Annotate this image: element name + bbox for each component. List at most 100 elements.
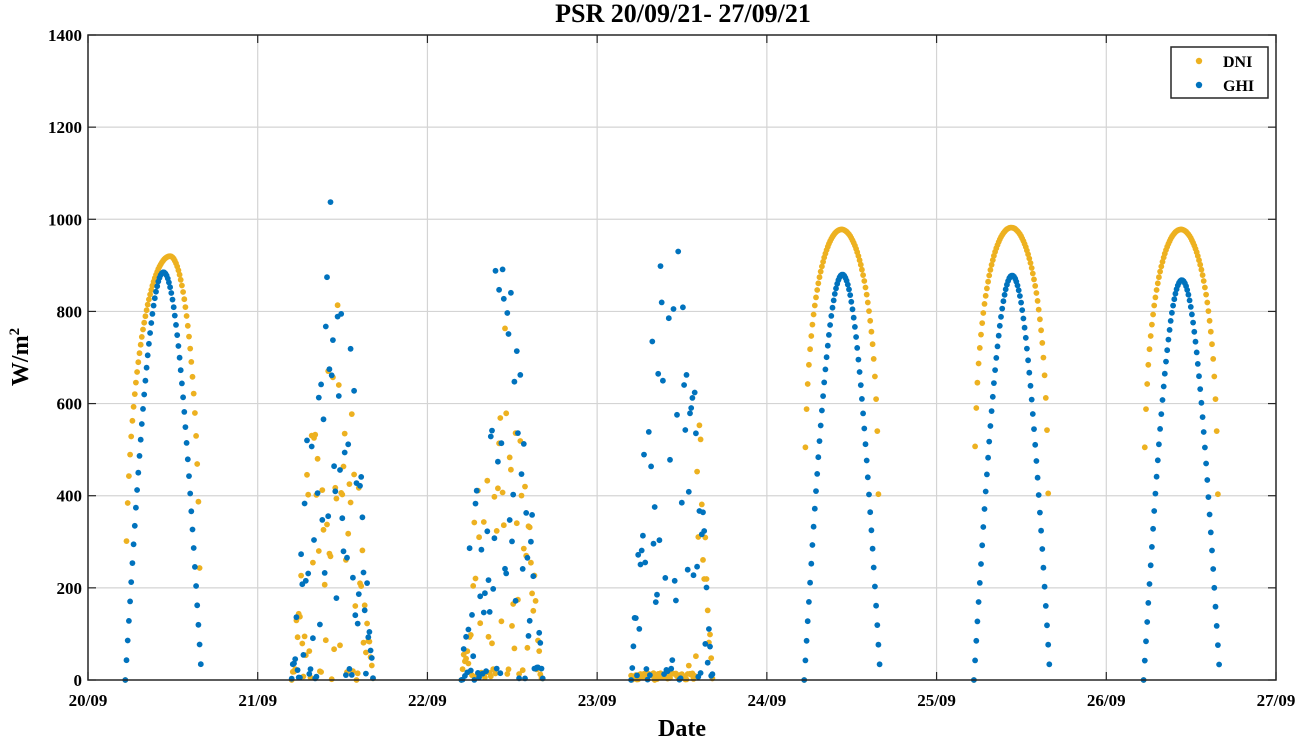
data-point [636, 626, 643, 632]
data-point [482, 590, 488, 597]
data-point [517, 372, 524, 378]
data-point [127, 451, 133, 458]
data-point [1035, 306, 1042, 313]
data-point [299, 640, 306, 647]
data-point [1034, 298, 1041, 304]
data-point [335, 382, 342, 388]
data-point [347, 345, 354, 352]
data-point [186, 473, 192, 479]
data-point [166, 279, 172, 286]
data-point [687, 410, 693, 417]
data-point [630, 643, 637, 650]
legend-marker-ghi [1195, 81, 1203, 89]
data-point [861, 278, 868, 284]
data-point [532, 598, 539, 604]
data-point [874, 428, 881, 434]
data-point [298, 572, 304, 579]
data-point [984, 471, 990, 478]
data-point [176, 354, 183, 361]
data-point [486, 609, 493, 615]
data-point [1187, 304, 1194, 310]
data-point [489, 427, 495, 434]
data-point [502, 565, 508, 572]
data-point [1027, 382, 1034, 389]
x-tick-label: 20/09 [69, 691, 108, 710]
data-point [153, 288, 159, 295]
data-point [536, 629, 543, 636]
data-point [306, 671, 313, 677]
data-point [807, 579, 813, 586]
data-point [1031, 426, 1037, 432]
data-point [823, 354, 830, 361]
data-point [1033, 458, 1040, 464]
data-point [360, 639, 367, 646]
data-point [131, 391, 138, 397]
data-point [337, 642, 343, 649]
data-point [700, 509, 706, 516]
data-point [1038, 327, 1044, 334]
data-point [129, 560, 136, 566]
data-point [1156, 274, 1162, 281]
data-point [128, 579, 135, 585]
data-point [315, 394, 322, 401]
data-point [365, 634, 372, 641]
data-point [186, 333, 192, 340]
data-point [1198, 399, 1205, 406]
data-point [826, 332, 832, 338]
data-point [1170, 302, 1176, 309]
data-point [847, 292, 854, 298]
data-point [864, 474, 871, 481]
data-point [980, 310, 987, 316]
data-point [324, 521, 330, 528]
data-point [337, 467, 343, 473]
data-point [506, 517, 513, 523]
data-point [470, 583, 477, 589]
data-point [857, 261, 864, 268]
data-point [860, 410, 866, 417]
data-point [1151, 508, 1158, 514]
data-point [142, 377, 149, 384]
data-point [828, 313, 835, 319]
data-point [634, 672, 640, 679]
data-point [345, 441, 352, 448]
data-point [320, 416, 327, 423]
data-point [1037, 509, 1043, 516]
data-point [484, 528, 491, 535]
data-point [306, 648, 313, 654]
data-point [182, 304, 189, 310]
data-point [320, 526, 327, 533]
data-point [1042, 603, 1049, 609]
data-point [459, 666, 466, 673]
data-point [516, 671, 522, 677]
data-point [1045, 641, 1052, 648]
data-point [179, 380, 185, 387]
y-tick-label: 400 [57, 487, 83, 506]
data-point [345, 530, 352, 537]
data-point [875, 491, 882, 498]
data-point [869, 545, 876, 552]
data-point [322, 323, 329, 330]
data-point [815, 280, 822, 287]
data-point [1157, 268, 1163, 275]
data-point [673, 597, 679, 604]
data-point [1212, 603, 1219, 610]
data-point [1212, 396, 1219, 402]
data-point [1159, 397, 1166, 403]
data-point [477, 620, 484, 627]
data-point [1165, 336, 1172, 343]
data-point [817, 422, 824, 429]
data-point [331, 646, 337, 653]
data-point [867, 317, 874, 324]
data-point [318, 381, 324, 388]
data-point [360, 569, 367, 576]
data-point [1209, 341, 1215, 348]
data-point [319, 517, 326, 523]
data-point [529, 512, 535, 518]
data-point [526, 617, 533, 624]
data-point [330, 337, 336, 343]
data-point [170, 304, 177, 311]
data-point [355, 591, 362, 597]
data-point [304, 471, 310, 478]
data-point [1042, 395, 1049, 401]
data-point [480, 609, 487, 616]
